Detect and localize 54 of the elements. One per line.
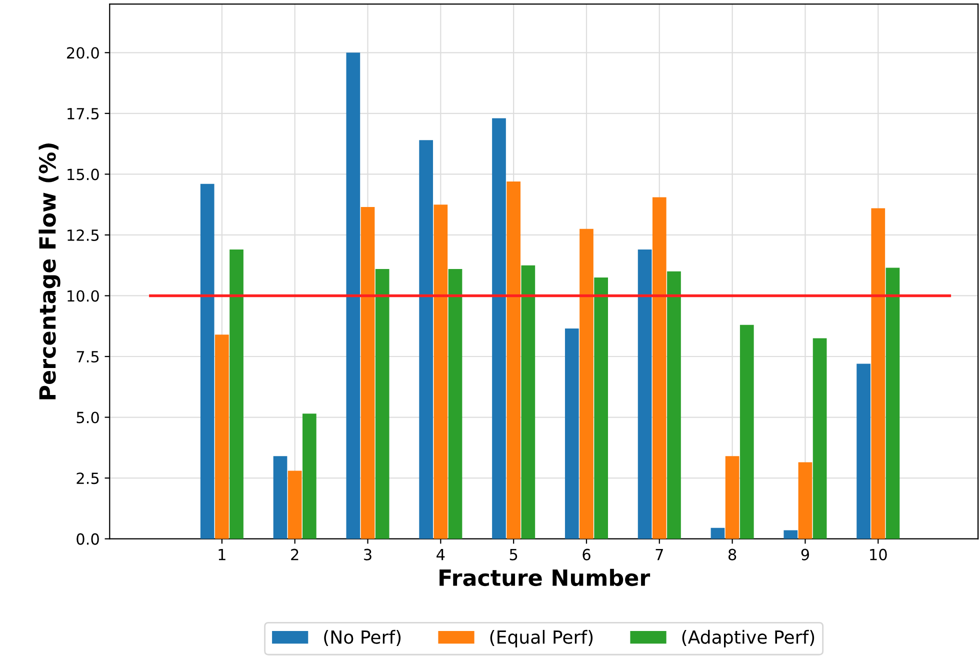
bar (798, 462, 812, 539)
bar (740, 324, 754, 539)
bar (448, 268, 462, 539)
bar (273, 456, 288, 539)
bar (580, 228, 594, 539)
bar (492, 118, 506, 539)
bar (667, 271, 681, 539)
bar (710, 528, 725, 539)
bar (434, 204, 448, 539)
y-tick-label: 15.0 (68, 168, 99, 180)
legend-label: (Adaptive Perf) (682, 630, 814, 648)
y-tick-label: 10.0 (68, 290, 99, 302)
bar (360, 207, 375, 539)
bar (288, 470, 302, 539)
y-tick-label: 17.5 (68, 108, 99, 120)
x-tick-label: 5 (510, 549, 518, 560)
x-tick-label: 10 (870, 548, 887, 560)
bar (302, 414, 316, 539)
bar (856, 364, 870, 539)
x-tick-label: 2 (291, 548, 298, 560)
x-tick-label: 6 (582, 548, 590, 560)
x-tick-label: 1 (218, 549, 226, 560)
bar (215, 334, 229, 539)
bar (506, 181, 521, 539)
bar (419, 140, 434, 539)
y-tick-label: 0.0 (76, 533, 99, 545)
bar (871, 208, 886, 539)
bar (638, 250, 652, 539)
x-tick-label: 7 (656, 549, 663, 560)
x-tick-label: 9 (801, 548, 810, 560)
bar (886, 268, 900, 539)
legend-label: (No Perf) (324, 630, 401, 646)
bar (594, 277, 608, 539)
legend-label: (Equal Perf) (490, 630, 593, 648)
bar (784, 530, 798, 539)
y-axis-title: Percentage Flow (%) (38, 144, 60, 400)
y-tick-label: 2.5 (76, 472, 99, 484)
bar (230, 250, 244, 539)
x-axis-title: Fracture Number (440, 568, 650, 586)
x-tick-label: 8 (728, 548, 736, 560)
x-tick-label: 4 (436, 549, 445, 560)
bar (200, 184, 214, 539)
bar (564, 328, 579, 539)
bar (652, 197, 666, 539)
x-tick-label: 3 (364, 548, 372, 560)
y-tick-label: 20.0 (67, 47, 99, 59)
y-tick-label: 7.5 (76, 351, 99, 363)
bar (375, 268, 390, 539)
bar (812, 338, 827, 539)
bar (521, 265, 536, 539)
y-tick-label: 5.0 (76, 412, 99, 424)
bar (725, 456, 740, 539)
bar (346, 52, 360, 539)
y-tick-label: 12.5 (68, 229, 99, 241)
